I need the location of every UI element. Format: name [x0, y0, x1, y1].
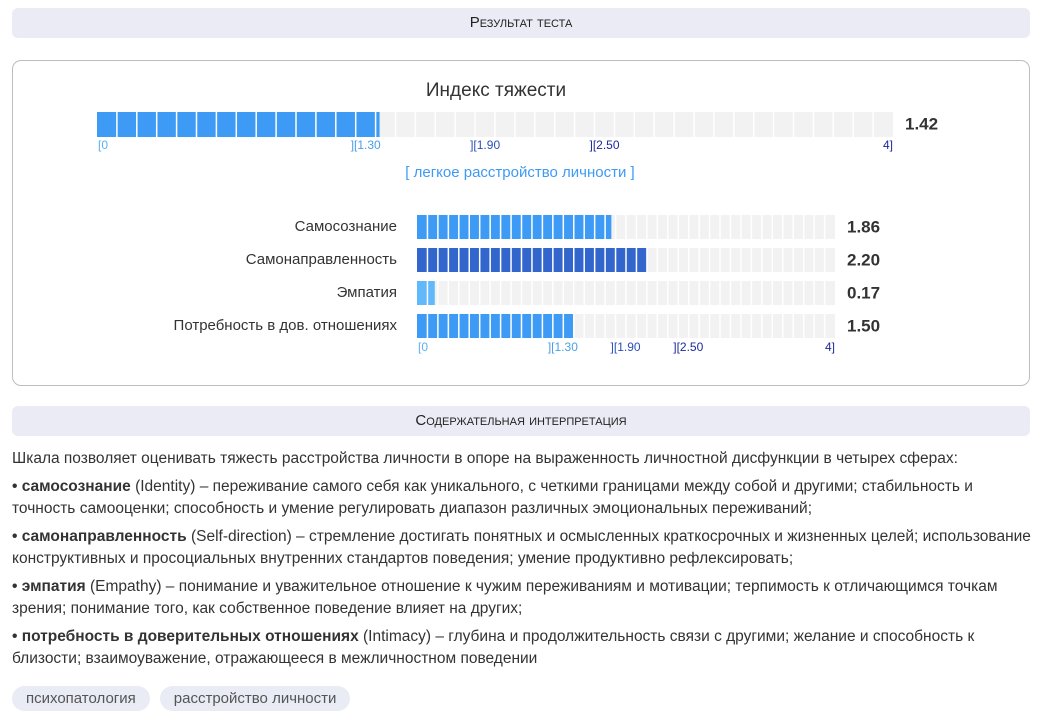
subscale-label: Самонаправленность: [246, 251, 397, 268]
item: самосознание (Identity) – переживание са…: [12, 476, 1032, 520]
scale-label: ][2.50: [673, 340, 703, 354]
item-text: (Identity) – переживание самого себя как…: [12, 478, 973, 517]
scale-label: [0: [98, 138, 108, 152]
scale-label: ][1.90: [470, 138, 500, 152]
item-text: (Self-direction) – стремление достигать …: [12, 528, 1031, 567]
index-title: Индекс тяжести: [426, 80, 566, 101]
scale-label: ][2.50: [590, 138, 620, 152]
tag[interactable]: расстройство личности: [159, 686, 351, 711]
item: потребность в доверительных отношениях (…: [12, 626, 1032, 670]
item-text: (Empathy) – понимание и уважительное отн…: [12, 578, 998, 617]
item-term: самосознание: [21, 478, 131, 495]
subscale-label: Потребность в дов. отношениях: [174, 317, 398, 334]
subscale-value: 0.17: [847, 283, 880, 302]
item-term: эмпатия: [21, 578, 86, 595]
item: эмпатия (Empathy) – понимание и уважител…: [12, 576, 1032, 620]
section-header: Содержательная интерпретация: [12, 406, 1030, 436]
index-value: 1.42: [905, 114, 938, 133]
result-card: [12, 60, 1030, 386]
subscale-label: Эмпатия: [337, 284, 397, 301]
intro: Шкала позволяет оценивать тяжесть расстр…: [12, 450, 958, 467]
verdict: [ легкое расстройство личности ]: [405, 164, 634, 181]
tag[interactable]: психопатология: [12, 686, 150, 711]
subscale-value: 1.86: [847, 217, 880, 236]
result-chart: Индекс тяжести [ легкое расстройство лич…: [97, 80, 938, 354]
scale-label: ][1.30: [351, 138, 381, 152]
bar: [97, 112, 380, 137]
bar: [417, 314, 574, 338]
item-term: потребность в доверительных отношениях: [21, 628, 359, 645]
scale-label: ][1.90: [611, 340, 641, 354]
scale-label: 4]: [825, 340, 835, 354]
interpretation-text: Шкала позволяет оценивать тяжесть расстр…: [12, 448, 1032, 676]
item-term: самонаправленность: [21, 528, 187, 545]
scale-label: 4]: [883, 138, 893, 152]
subscale-value: 1.50: [847, 316, 880, 335]
scale-label: [0: [418, 340, 428, 354]
subscale-value: 2.20: [847, 250, 880, 269]
tags: психопатология расстройство личности: [12, 686, 351, 711]
bar: [417, 281, 435, 305]
item: самонаправленность (Self-direction) – ст…: [12, 526, 1032, 570]
section-header: Результат теста: [12, 8, 1030, 38]
subscale-label: Самосознание: [295, 218, 397, 235]
scale-label: ][1.30: [548, 340, 578, 354]
item-text: (Intimacy) – глубина и продолжительность…: [12, 628, 975, 667]
bar: [417, 215, 612, 239]
